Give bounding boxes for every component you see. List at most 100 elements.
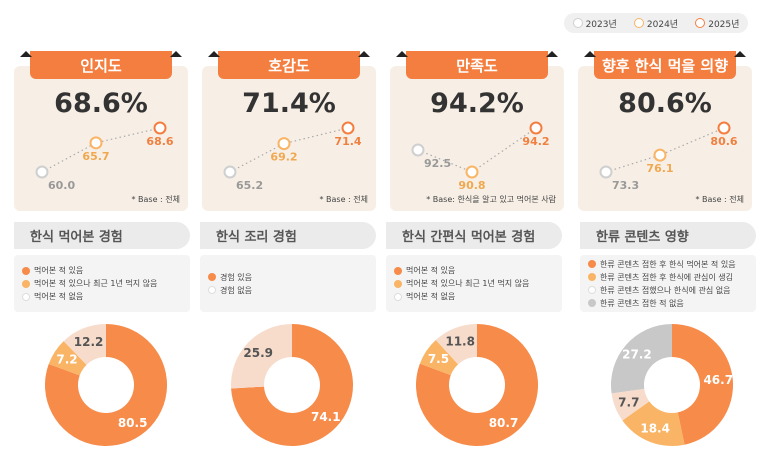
legend-label: 경험 없음 (220, 285, 252, 295)
legend-dot-icon (22, 279, 30, 288)
data-label: 73.3 (612, 179, 639, 192)
data-label: 80.6 (710, 135, 737, 148)
data-point-2025년 (153, 121, 167, 135)
legend-dot-icon (22, 292, 30, 301)
legend-2023: 2023년 (572, 17, 617, 30)
data-point-2025년 (341, 121, 355, 135)
data-label: 60.0 (48, 179, 75, 192)
legend-dot-icon (394, 279, 402, 288)
base-note: * Base: 한식을 알고 있고 먹어본 사람 (426, 195, 556, 204)
donut-slice (611, 324, 672, 394)
trend-line (417, 127, 537, 173)
donut-slice (435, 324, 477, 365)
slice-label: 25.9 (243, 346, 273, 360)
legend-label: 먹어본 적 있음 (34, 266, 84, 275)
data-label: 65.7 (82, 150, 109, 163)
slice-label: 7.2 (56, 353, 77, 367)
legend-label: 먹어본 적 없음 (34, 292, 84, 301)
legend-item: 한류 콘텐츠 접한 후 한식에 관심이 생김 (588, 272, 756, 283)
data-label: 76.1 (646, 162, 673, 175)
section-title: 한식 간편식 먹어본 경험 (386, 222, 562, 249)
data-label: 94.2 (522, 135, 549, 148)
data-label: 65.2 (236, 179, 263, 192)
legend-label: 먹어본 적 있으나 최근 1년 먹지 않음 (34, 279, 158, 288)
legend-item: 먹어본 적 없음 (22, 291, 190, 302)
headline-value: 68.6% (54, 88, 148, 119)
legend-item: 한류 콘텐츠 접한 후 한식 먹어본 적 있음 (588, 259, 756, 270)
donut-3: 46.7 18.47.7 27.2 (611, 324, 733, 446)
legend-item: 경험 있음 (208, 272, 376, 283)
base-note: * Base : 전체 (695, 195, 744, 204)
legend-dot-icon (588, 286, 596, 294)
donut-1: 74.1 25.9 (231, 324, 353, 446)
data-label: 68.6 (146, 135, 173, 148)
ring-icon (695, 18, 706, 28)
trend-line-chart: 73.3 76.1 80.6 (599, 121, 738, 192)
legend-2024: 2024년 (633, 17, 678, 30)
legend-dot-icon (22, 266, 30, 275)
legend-item: 경험 없음 (208, 285, 376, 296)
legend-dot-icon (394, 266, 402, 275)
data-label: 71.4 (334, 135, 361, 148)
ring-icon (572, 18, 583, 28)
headline-value: 94.2% (430, 88, 524, 119)
data-point-2023년 (411, 143, 425, 157)
data-label: 69.2 (270, 151, 297, 164)
data-point-2024년 (653, 148, 667, 162)
legend-dot-icon (208, 273, 216, 281)
donut-slice (611, 388, 650, 421)
donut-2: 80.7 7.5 11.8 (416, 324, 538, 446)
legend-dot-icon (588, 299, 596, 307)
donut-slice (48, 341, 87, 376)
data-point-2025년 (717, 121, 731, 135)
legend-item: 먹어본 적 있음 (394, 265, 562, 276)
legend-label: 먹어본 적 있으나 최근 1년 먹지 않음 (406, 279, 530, 288)
data-point-2024년 (465, 165, 479, 179)
data-label: 92.5 (424, 157, 451, 170)
legend-dot-icon (394, 292, 402, 301)
slice-label: 46.7 (703, 373, 733, 387)
legend-item: 먹어본 적 있으나 최근 1년 먹지 않음 (22, 278, 190, 289)
donut-slice (44, 324, 168, 446)
donut-slice (63, 324, 106, 365)
trend-line (229, 127, 349, 173)
base-note: * Base : 전체 (319, 195, 368, 204)
card-title: 인지도 (20, 51, 182, 79)
trend-line-chart: 65.2 69.2 71.4 (223, 121, 362, 192)
trend-line-chart: 92.5 90.8 94.2 (411, 121, 550, 192)
legend-label: 먹어본 적 있음 (406, 266, 456, 275)
legend-dot-icon (208, 286, 216, 294)
legend-item: 한류 콘텐츠 접한 적 없음 (588, 298, 756, 309)
donut-slice (622, 401, 685, 446)
legend-label: 한류 콘텐츠 접한 후 한식에 관심이 생김 (600, 272, 734, 282)
trend-line (605, 127, 725, 173)
legend-dot-icon (588, 273, 596, 281)
legend-label: 한류 콘텐츠 접한 적 없음 (600, 298, 684, 308)
legend-dot-icon (588, 260, 596, 268)
legend-label: 먹어본 적 없음 (406, 292, 456, 301)
headline-value: 71.4% (242, 88, 336, 119)
metric-card-satisfaction: 만족도 94.2% 92.5 90.8 94.2 * Base: 한식을 알고 있고… (390, 51, 564, 211)
section-title: 한식 먹어본 경험 (14, 222, 190, 249)
legend-item: 먹어본 적 없음 (394, 291, 562, 302)
slice-label: 12.2 (74, 335, 104, 349)
legend-label: 경험 있음 (220, 272, 252, 282)
donut-slice (672, 324, 733, 445)
donut-slice (231, 324, 292, 389)
slice-label: 18.4 (640, 421, 670, 435)
metric-card-favorability: 호감도 71.4% 65.2 69.2 71.4 * Base : 전체 (202, 51, 376, 211)
data-point-2023년 (35, 165, 49, 179)
donut-0: 80.5 7.2 12.2 (44, 324, 168, 446)
section-title: 한류 콘텐츠 영향 (580, 222, 756, 249)
year-legend: 2023년 2024년 2025년 (564, 13, 748, 33)
base-note: * Base : 전체 (131, 195, 180, 204)
slice-label: 80.7 (489, 416, 519, 430)
card-title: 호감도 (208, 51, 370, 79)
data-point-2023년 (599, 165, 613, 179)
data-point-2024년 (89, 136, 103, 150)
data-point-2023년 (223, 165, 237, 179)
slice-label: 11.8 (445, 335, 475, 349)
trend-line-chart: 60.0 65.7 68.6 (35, 121, 174, 192)
